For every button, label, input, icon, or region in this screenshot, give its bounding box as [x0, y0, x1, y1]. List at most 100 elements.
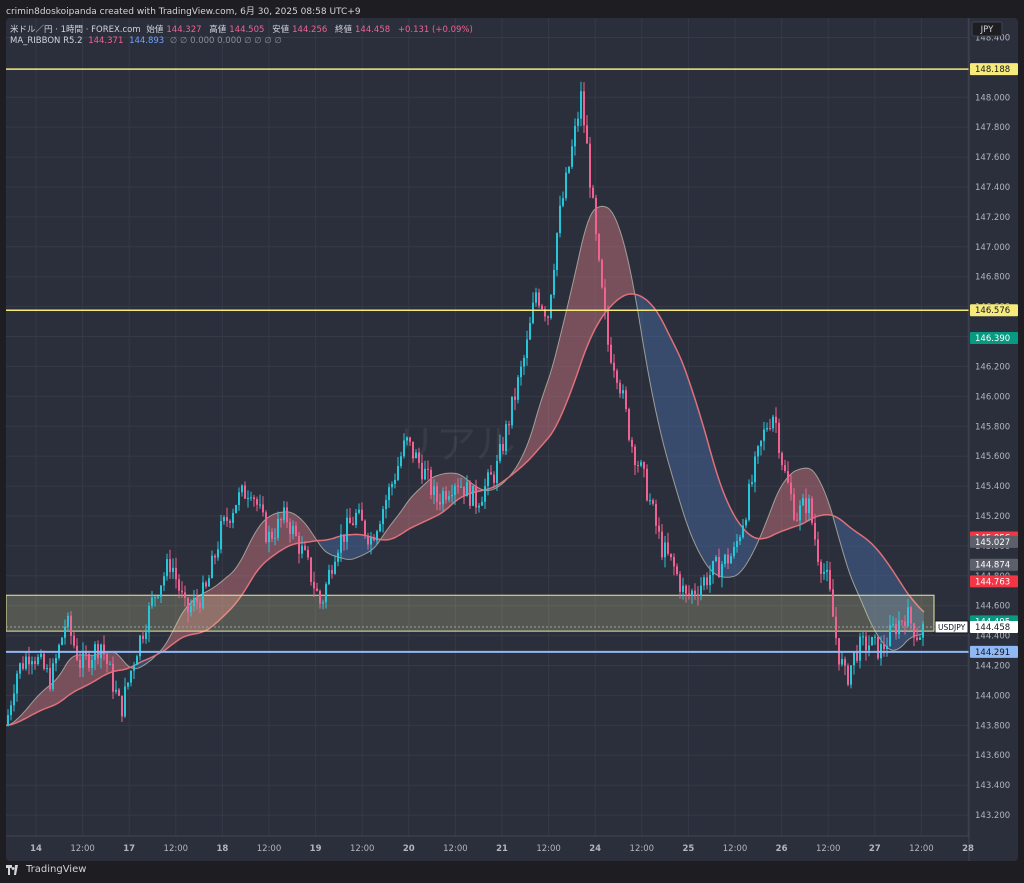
candle-body: [454, 485, 456, 495]
ribbon-segment: [250, 538, 252, 582]
candle-body: [823, 571, 825, 574]
chart-panel[interactable]: 148.400 148.000 147.800 147.600 147.400 147.2…: [6, 18, 1018, 861]
candle-body: [121, 695, 123, 717]
ribbon-segment: [862, 535, 864, 608]
ribbon-segment: [422, 484, 424, 523]
candle-body: [871, 637, 873, 646]
y-tick-label: 146.000: [975, 392, 1010, 402]
ribbon-segment: [38, 693, 40, 712]
ribbon-segment: [734, 515, 736, 577]
candle-body: [145, 632, 147, 639]
y-tick-label: 144.600: [975, 602, 1010, 612]
candle-body: [241, 485, 243, 493]
ribbon-segment: [606, 207, 608, 312]
price-tag-grey: [970, 558, 1018, 571]
ribbon-segment: [228, 574, 230, 612]
candle-body: [181, 590, 183, 593]
ribbon-segment: [184, 608, 186, 637]
candle-body: [169, 559, 171, 572]
candle-body: [772, 416, 774, 429]
ribbon-segment: [796, 469, 798, 527]
candle-body: [601, 259, 603, 288]
candle-body: [742, 525, 744, 538]
candle-body: [238, 492, 240, 506]
candle-body: [208, 578, 210, 587]
candle-body: [142, 635, 144, 639]
candle-body: [694, 590, 696, 595]
ribbon-segment: [542, 392, 544, 446]
candle-body: [757, 446, 759, 457]
ribbon-segment: [698, 408, 700, 554]
candle-body: [106, 654, 108, 665]
ribbon-segment: [786, 477, 788, 530]
ribbon-segment: [72, 656, 74, 694]
y-tick-label: 144.000: [975, 691, 1010, 701]
candle-body: [781, 452, 783, 466]
ribbon-segment: [694, 396, 696, 546]
ribbon-segment: [850, 527, 852, 580]
candle-body: [25, 656, 27, 669]
plot-svg[interactable]: 148.400 148.000 147.800 147.600 147.400 147.2…: [6, 18, 1018, 861]
y-tick-label: 146.800: [975, 273, 1010, 283]
ribbon-segment: [406, 501, 408, 531]
price-tag-support: [970, 645, 1018, 658]
candle-body: [109, 663, 111, 665]
ribbon-segment: [538, 404, 540, 450]
candle-body: [55, 658, 57, 664]
ribbon-segment: [654, 307, 656, 412]
ribbon-segment: [220, 581, 222, 620]
ribbon-segment: [254, 531, 256, 576]
x-tick-label: 12:00: [630, 844, 655, 854]
ribbon-segment: [880, 552, 882, 642]
candle-body: [415, 452, 417, 459]
legend-high-label: 高値: [209, 25, 227, 35]
candle-body: [448, 496, 450, 500]
candle-body: [379, 524, 381, 532]
candle-body: [763, 429, 765, 441]
candle-body: [583, 91, 585, 126]
candle-body: [865, 636, 867, 651]
candle-body: [736, 541, 738, 547]
candle-body: [775, 416, 777, 423]
candle-body: [730, 556, 732, 564]
candle-body: [829, 569, 831, 590]
candles: [7, 81, 924, 727]
candle-body: [790, 482, 792, 495]
ribbon-segment: [598, 206, 600, 324]
candle-body: [673, 557, 675, 567]
candle-body: [718, 556, 720, 578]
ribbon-segment: [664, 324, 666, 454]
candle-body: [697, 594, 699, 596]
y-tick-label: 145.200: [975, 512, 1010, 522]
ribbon-segment: [396, 515, 398, 538]
candle-body: [571, 146, 573, 167]
candle-body: [31, 661, 33, 665]
y-tick-label: 148.000: [975, 93, 1010, 103]
candle-body: [460, 486, 462, 488]
y-axis-ticks: 148.400 148.000 147.800 147.600 147.400 147.2…: [975, 33, 1010, 821]
ribbon-segment: [332, 538, 334, 556]
x-axis-ticks: 14 12:00 17 12:00 18 12:00 19 12:00 20 12:00 21 12:…: [30, 844, 974, 854]
y-tick-label: 145.600: [975, 452, 1010, 462]
ribbon-segment: [230, 572, 232, 610]
candle-body: [748, 484, 750, 520]
candle-body: [205, 582, 207, 587]
candle-body: [130, 670, 132, 683]
ribbon-segment: [34, 698, 36, 714]
ribbon-segment: [592, 210, 594, 336]
candle-body: [715, 556, 717, 561]
ribbon-segment: [352, 534, 354, 560]
x-tick-label: 24: [589, 844, 601, 854]
candle-body: [259, 504, 261, 506]
ribbon-segment: [824, 490, 826, 515]
candle-body: [712, 560, 714, 576]
candle-body: [652, 500, 654, 504]
x-tick-label: 12:00: [350, 844, 375, 854]
x-tick-label: 12:00: [257, 844, 282, 854]
candle-body: [520, 366, 522, 378]
candle-body: [919, 637, 921, 640]
ribbon-segment: [528, 437, 530, 461]
candle-body: [541, 305, 543, 310]
price-tag-red: [970, 575, 1018, 588]
ribbon-segment: [610, 209, 612, 308]
